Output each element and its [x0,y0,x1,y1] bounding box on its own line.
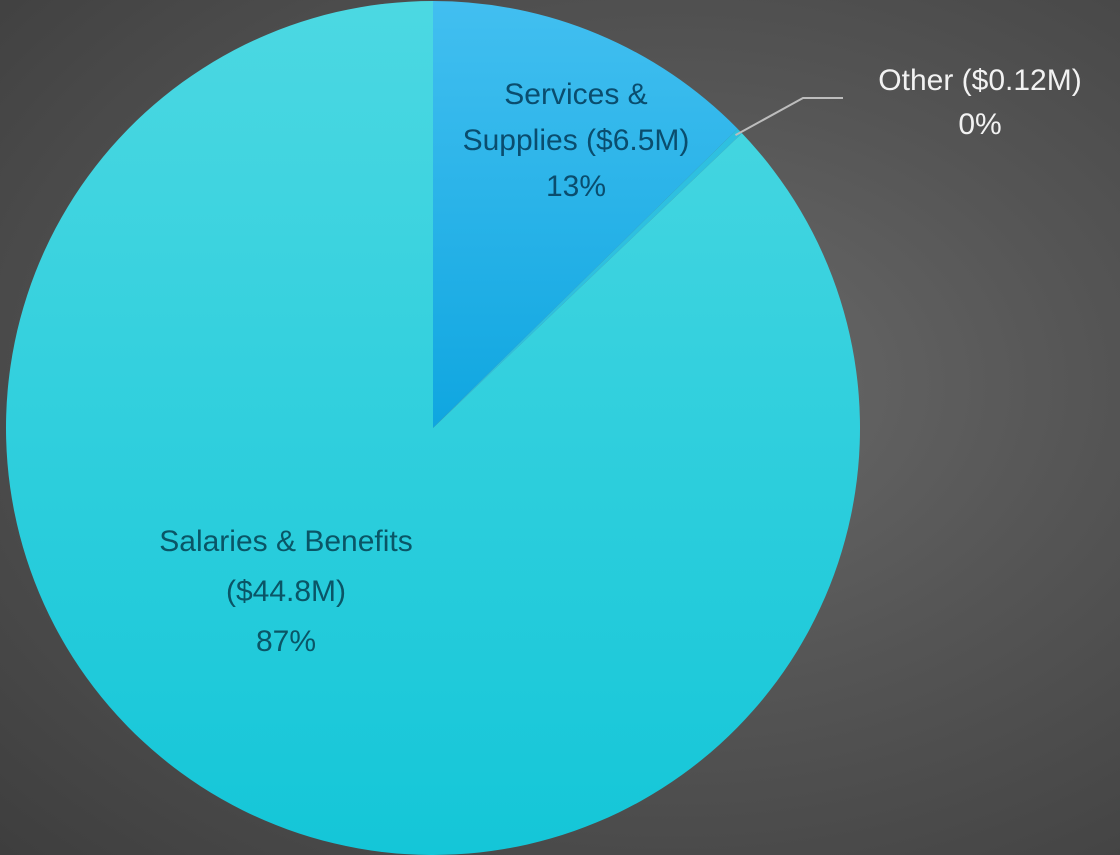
slice-label-line: 13% [546,170,606,203]
slice-label-line: 0% [958,108,1001,141]
pie-slice-other [433,128,742,428]
pie-slice-services-supplies [433,1,738,428]
slice-label-services-supplies: Services & Supplies ($6.5M) 13% [463,78,690,203]
slice-label-line: Salaries & Benefits [159,525,412,558]
slice-label-other: Other ($0.12M) 0% [878,64,1081,141]
slice-label-salaries-benefits: Salaries & Benefits ($44.8M) 87% [159,525,412,658]
slice-label-line: Services & [504,78,647,111]
slice-label-line: 87% [256,625,316,658]
slice-label-line: Supplies ($6.5M) [463,124,690,157]
slice-label-line: ($44.8M) [226,575,346,608]
leader-line-other [734,97,843,137]
slice-label-line: Other ($0.12M) [878,64,1081,97]
pie-slices [5,1,861,855]
pie-labels: Services & Supplies ($6.5M) 13% Other ($0.1… [159,64,1081,658]
pie-slice-salaries-benefits [5,1,861,855]
